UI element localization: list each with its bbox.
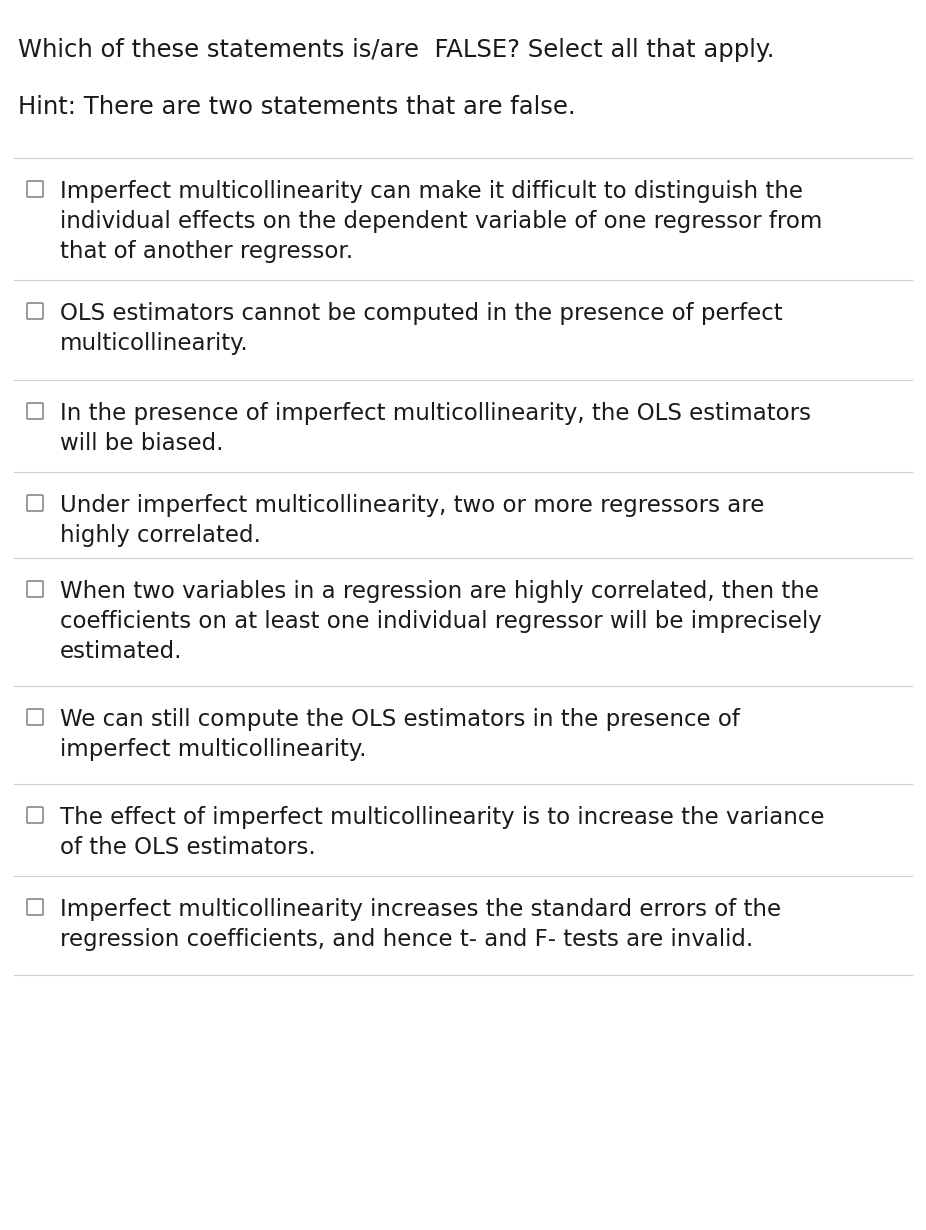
Text: The effect of imperfect multicollinearity is to increase the variance
of the OLS: The effect of imperfect multicollinearit… [60, 806, 824, 860]
Text: When two variables in a regression are highly correlated, then the
coefficients : When two variables in a regression are h… [60, 581, 821, 663]
Text: Hint: There are two statements that are false.: Hint: There are two statements that are … [18, 95, 576, 119]
Text: In the presence of imperfect multicollinearity, the OLS estimators
will be biase: In the presence of imperfect multicollin… [60, 402, 811, 455]
Text: OLS estimators cannot be computed in the presence of perfect
multicollinearity.: OLS estimators cannot be computed in the… [60, 303, 782, 355]
Text: We can still compute the OLS estimators in the presence of
imperfect multicollin: We can still compute the OLS estimators … [60, 708, 740, 761]
Text: Imperfect multicollinearity can make it difficult to distinguish the
individual : Imperfect multicollinearity can make it … [60, 180, 822, 263]
Text: Imperfect multicollinearity increases the standard errors of the
regression coef: Imperfect multicollinearity increases th… [60, 898, 782, 951]
Text: Which of these statements is/are  FALSE? Select all that apply.: Which of these statements is/are FALSE? … [18, 38, 774, 62]
Text: Under imperfect multicollinearity, two or more regressors are
highly correlated.: Under imperfect multicollinearity, two o… [60, 494, 764, 547]
